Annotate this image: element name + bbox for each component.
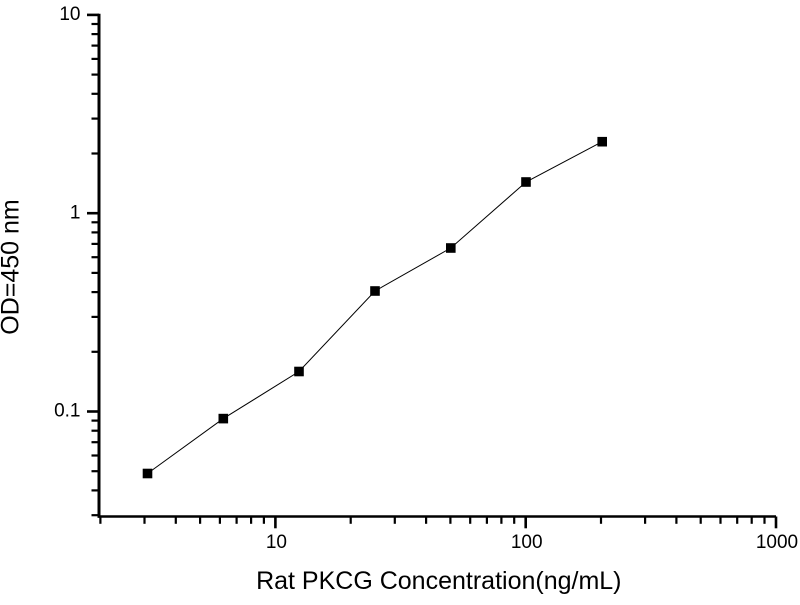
svg-text:Rat PKCG Concentration(ng/mL): Rat PKCG Concentration(ng/mL): [256, 567, 621, 595]
svg-text:1: 1: [70, 202, 81, 223]
svg-text:10: 10: [266, 532, 287, 553]
svg-text:0.1: 0.1: [54, 401, 80, 422]
svg-text:100: 100: [511, 532, 543, 553]
svg-text:1000: 1000: [756, 532, 798, 553]
svg-text:10: 10: [59, 4, 80, 25]
svg-text:OD=450 nm: OD=450 nm: [0, 199, 25, 335]
